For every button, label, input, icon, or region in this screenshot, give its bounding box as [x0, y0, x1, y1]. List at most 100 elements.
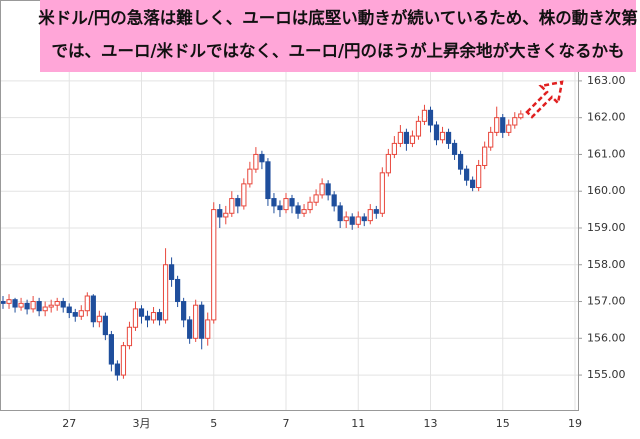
candle-body	[379, 172, 385, 214]
candle-body	[337, 205, 343, 222]
candle-body	[108, 334, 114, 365]
candle-body	[391, 142, 397, 155]
candle-body	[500, 117, 506, 133]
y-tick-label: 160.00	[587, 184, 626, 197]
candle-body	[415, 120, 422, 137]
candle-body	[433, 124, 440, 141]
candle-body	[421, 109, 428, 122]
candle-body	[385, 153, 391, 174]
candle-body	[319, 183, 325, 196]
candle-body	[343, 216, 349, 222]
x-tick-label: 7	[282, 417, 289, 430]
candle-body	[96, 315, 102, 323]
x-tick-label: 27	[62, 417, 76, 430]
x-tick-label: 11	[351, 417, 365, 430]
candle-body	[156, 312, 163, 321]
candle-body	[397, 131, 403, 144]
plot-area: 155.00 156.00 157.00 158.00 159.00 160.00 161.…	[0, 0, 626, 430]
candle-body	[217, 209, 223, 218]
candle-body	[42, 306, 48, 312]
candle-body	[126, 326, 133, 347]
candle-body	[114, 363, 121, 376]
candle-body	[223, 212, 229, 218]
candle-body	[72, 312, 78, 317]
candle-body	[36, 301, 42, 312]
candle-body	[150, 312, 157, 321]
y-tick-label: 162.00	[587, 111, 626, 124]
y-tick-label: 163.00	[587, 74, 626, 87]
candle-body	[168, 264, 175, 280]
candle-body	[30, 301, 36, 310]
y-tick-label: 158.00	[587, 258, 626, 271]
candle-body	[181, 301, 187, 321]
candle-body	[518, 113, 524, 119]
candle-body	[439, 131, 446, 141]
candle-body	[409, 135, 416, 144]
candle-body	[427, 109, 434, 126]
candle-body	[464, 168, 470, 181]
candle-body	[90, 295, 96, 323]
candle-body	[283, 198, 289, 211]
candle-body	[367, 209, 373, 222]
candle-body	[482, 146, 488, 166]
x-tick-label: 5	[210, 417, 217, 430]
candle-body	[211, 209, 217, 321]
candle-body	[66, 306, 72, 314]
candle-body	[78, 310, 84, 317]
candle-body	[120, 345, 127, 376]
candle-body	[349, 216, 355, 225]
candle-body	[175, 278, 181, 303]
y-tick-label: 155.00	[587, 368, 626, 381]
x-tick-label: 13	[423, 417, 437, 430]
candle-body	[470, 179, 476, 189]
candle-body	[18, 302, 24, 308]
candle-body	[132, 308, 139, 328]
y-tick-label: 159.00	[587, 221, 626, 234]
candle-body	[271, 198, 277, 207]
candle-body	[253, 153, 259, 170]
candle-body	[229, 198, 235, 214]
candle-body	[301, 209, 307, 214]
y-tick-label: 161.00	[587, 147, 626, 160]
x-tick-label: 15	[496, 417, 510, 430]
candle-body	[403, 131, 410, 144]
candle-body	[48, 304, 54, 308]
candle-body	[138, 308, 145, 317]
candle-body	[457, 153, 464, 170]
candle-body	[506, 124, 512, 133]
candle-body	[259, 153, 265, 163]
candle-body	[277, 205, 283, 211]
candle-body	[54, 301, 60, 306]
candle-body	[0, 301, 6, 304]
candle-body	[313, 194, 319, 203]
candle-body	[144, 315, 151, 321]
candle-body	[60, 301, 66, 308]
candle-body	[325, 183, 331, 196]
banner-line: 米ドル/円の急落は難しく、ユーロは底堅い動きが続いているため、株の動き次第	[38, 8, 638, 28]
candle-body	[6, 299, 12, 304]
candle-body	[265, 161, 271, 200]
candle-body	[102, 315, 108, 336]
candle-body	[205, 319, 211, 339]
candle-body	[162, 264, 169, 321]
banner-line: では、ユーロ/米ドルではなく、ユーロ/円のほうが上昇余地が大きくなるかも	[51, 41, 624, 61]
candle-body	[361, 216, 367, 222]
y-tick-label: 157.00	[587, 295, 626, 308]
candle-body	[451, 142, 458, 155]
candle-body	[373, 209, 379, 214]
candle-body	[247, 168, 253, 185]
candle-body	[295, 205, 301, 214]
candle-body	[445, 131, 452, 144]
candle-body	[331, 194, 337, 207]
y-tick-label: 156.00	[587, 331, 626, 344]
candle-body	[488, 131, 494, 148]
banner	[40, 0, 636, 72]
candle-body	[84, 295, 90, 312]
candle-body	[494, 117, 500, 133]
candle-body	[193, 304, 199, 339]
candle-body	[289, 198, 295, 207]
candle-body	[24, 302, 30, 310]
candle-body	[307, 201, 313, 211]
candle-body	[187, 319, 193, 339]
